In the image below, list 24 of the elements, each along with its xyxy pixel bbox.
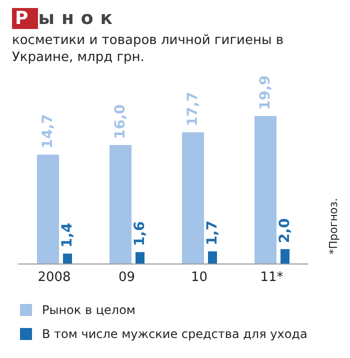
data-label: 14,7: [40, 114, 56, 149]
bar: [280, 249, 290, 264]
data-label: 19,9: [258, 75, 274, 110]
x-tick-label: 2008: [38, 270, 71, 286]
x-tick-label: 10: [190, 270, 208, 286]
data-label: 1,4: [60, 222, 76, 248]
data-label: 17,7: [185, 92, 201, 126]
data-label: 16,0: [112, 104, 128, 139]
bar: [63, 254, 72, 264]
text: *Прогноз.: [327, 198, 340, 255]
bar: [110, 144, 132, 264]
bar: [136, 252, 144, 264]
data-label: 1,6: [132, 221, 148, 246]
bar: [182, 132, 204, 264]
data-label: 1,7: [204, 220, 220, 246]
bar: [208, 251, 217, 264]
bar: [254, 116, 276, 264]
legend-label: В том числе мужские средства для ухода: [42, 326, 308, 343]
bar: [37, 154, 59, 264]
data-label: 2,0: [277, 218, 293, 244]
legend-label: Рынок в целом: [42, 302, 136, 319]
x-tick-label: 09: [118, 270, 136, 286]
x-tick-label: 11*: [260, 270, 284, 286]
chart-subtitle: косметики и товаров личной гигиены в Украине, млрд грн.: [12, 32, 285, 66]
